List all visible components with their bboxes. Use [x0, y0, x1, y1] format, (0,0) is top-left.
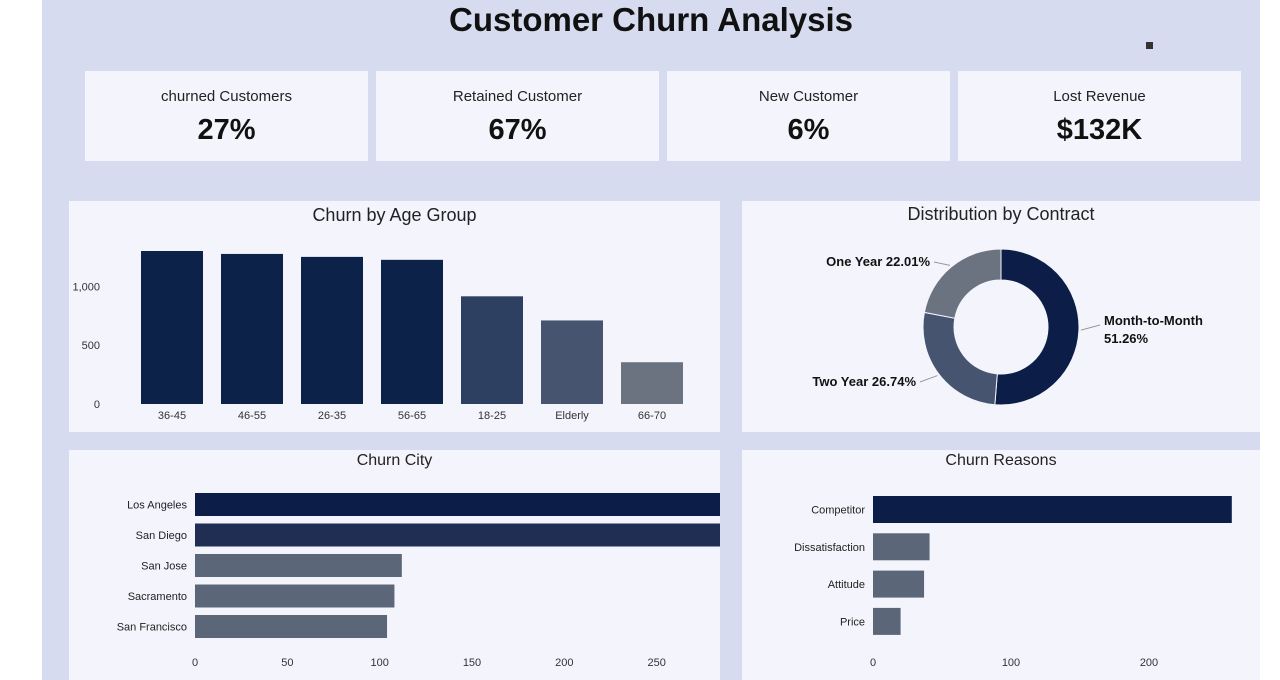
x-tick-label: 46-55	[238, 410, 266, 422]
y-tick-label: 1,000	[72, 281, 100, 293]
slice-value: 22.01%	[886, 254, 931, 269]
y-category-label: Sacramento	[128, 591, 187, 603]
bar-sacramento	[195, 584, 395, 608]
age-group-panel[interactable]: Churn by Age Group 0 500 1,000 36-45 46-55 26…	[69, 201, 720, 432]
bar-56-65	[381, 259, 443, 404]
bar-18-25	[461, 296, 523, 404]
y-category-label: San Diego	[136, 530, 187, 542]
kpi-label: Retained Customer	[452, 88, 583, 105]
reasons-chart: Competitor Dissatisfaction Attitude Price 0 1…	[794, 496, 1232, 669]
bar-Elderly	[541, 320, 603, 404]
leader-line	[1080, 324, 1101, 331]
x-tick-label: 200	[555, 657, 573, 669]
slice-label: Month-to-Month	[1104, 313, 1203, 328]
chart-title: Churn by Age Group	[312, 205, 477, 225]
x-tick-label: 66-70	[638, 410, 666, 422]
kpi-card-churned[interactable]: churned Customers 27%	[85, 71, 368, 161]
bar-san-jose	[195, 554, 402, 577]
y-category-label: Competitor	[811, 505, 865, 517]
x-tick-label: 100	[370, 657, 388, 669]
x-tick-label: 250	[647, 657, 665, 669]
y-category-label: Price	[840, 616, 865, 628]
slice-name: Two Year	[812, 374, 872, 389]
slice-month-to-month	[994, 248, 1080, 406]
slice-one-year	[923, 248, 1002, 319]
slice-two-year	[922, 311, 998, 406]
y-tick-label: 500	[82, 340, 100, 352]
x-tick-label: 0	[192, 657, 198, 669]
city-chart: Los Angeles San Diego San Jose Sacramento Sa…	[117, 493, 720, 669]
slice-value-label: 51.26%	[1104, 331, 1149, 346]
kpi-value: 67%	[488, 114, 547, 146]
x-tick-label: 100	[1002, 657, 1020, 669]
y-category-label: San Jose	[141, 561, 187, 573]
x-tick-label: 200	[1140, 657, 1158, 669]
y-category-label: San Francisco	[117, 622, 187, 634]
leader-line	[919, 375, 938, 383]
bar-los-angeles	[195, 493, 720, 516]
bar-46-55	[221, 253, 283, 404]
bar-26-35	[301, 256, 363, 404]
slice-label: One Year 22.01%	[826, 254, 930, 269]
kpi-value: $132K	[1056, 114, 1143, 146]
bar-san-francisco	[195, 615, 388, 638]
bar-competitor	[873, 496, 1232, 523]
chart-title: Distribution by Contract	[907, 204, 1095, 224]
kpi-label: New Customer	[758, 88, 859, 105]
x-tick-label: 56-65	[398, 410, 426, 422]
slice-label: Two Year 26.74%	[812, 374, 916, 389]
dashboard-canvas: Customer Churn Analysis churned Customer…	[42, 0, 1260, 680]
kpi-value: 6%	[787, 114, 830, 146]
options-dot-icon[interactable]	[1146, 42, 1153, 49]
page-title: Customer Churn Analysis	[448, 1, 854, 38]
y-tick-label: 0	[94, 399, 100, 411]
y-category-label: Attitude	[828, 579, 865, 591]
reasons-panel[interactable]: Churn Reasons Competitor Dissatisfaction A…	[742, 450, 1260, 680]
leader-line	[933, 261, 951, 266]
slice-name: One Year	[826, 254, 886, 269]
bar-san-diego	[195, 523, 720, 547]
kpi-card-retained[interactable]: Retained Customer 67%	[376, 71, 659, 161]
y-category-label: Dissatisfaction	[794, 542, 865, 554]
bar-dissatisfaction	[873, 533, 930, 561]
contract-panel[interactable]: Distribution by Contract Month-to-Month 5…	[742, 201, 1260, 432]
chart-title: Churn Reasons	[945, 452, 1057, 469]
x-tick-label: 150	[463, 657, 481, 669]
x-tick-label: 18-25	[478, 410, 506, 422]
kpi-card-new[interactable]: New Customer 6%	[667, 71, 950, 161]
bar-attitude	[873, 570, 925, 598]
x-tick-label: Elderly	[555, 410, 589, 422]
kpi-card-lost-revenue[interactable]: Lost Revenue $132K	[958, 71, 1241, 161]
bar-66-70	[621, 362, 683, 404]
slice-value: 26.74%	[872, 374, 917, 389]
x-tick-label: 0	[870, 657, 876, 669]
y-category-label: Los Angeles	[127, 500, 187, 512]
kpi-label: Lost Revenue	[1053, 88, 1146, 105]
kpi-value: 27%	[197, 114, 256, 146]
age-group-chart: 0 500 1,000 36-45 46-55 26-35 56-65 18-25 Elderl…	[72, 251, 683, 422]
x-tick-label: 36-45	[158, 410, 186, 422]
x-tick-label: 26-35	[318, 410, 346, 422]
city-panel[interactable]: Churn City Los Angeles San Diego San Jose S…	[69, 450, 720, 680]
chart-title: Churn City	[356, 452, 433, 469]
kpi-label: churned Customers	[161, 88, 292, 105]
bar-36-45	[141, 251, 203, 404]
x-tick-label: 50	[281, 657, 293, 669]
bar-price	[873, 607, 901, 635]
contract-donut-chart: Month-to-Month 51.26% Two Year 26.74% One Y…	[812, 248, 1203, 406]
